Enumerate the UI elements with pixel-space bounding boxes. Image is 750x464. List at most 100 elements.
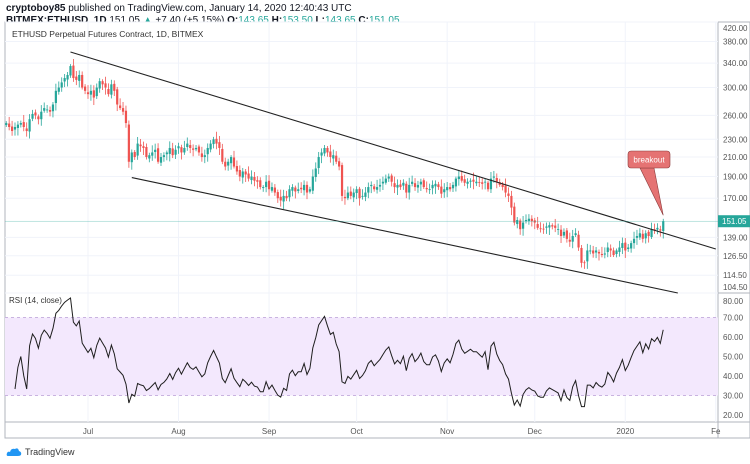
candle-body (419, 181, 422, 185)
low-value: 143.65 (325, 15, 356, 26)
candle-body (597, 251, 601, 254)
candle-body (206, 147, 209, 155)
candle-body (48, 110, 52, 112)
candle-body (375, 187, 379, 190)
candle-body (478, 182, 481, 184)
y-tick-label: 139.00 (723, 233, 748, 242)
candle-body (527, 218, 531, 221)
candle-body (507, 193, 510, 196)
candle-body (326, 147, 329, 153)
candle-body (446, 187, 449, 191)
candle-body (151, 152, 154, 156)
candle-body (580, 247, 583, 263)
candle-body (431, 184, 434, 189)
candle-body (308, 189, 312, 192)
candle-body (40, 111, 43, 120)
y-tick-label: 126.50 (723, 252, 748, 261)
candle-body (156, 148, 160, 162)
candle-body (554, 225, 557, 228)
candle-body (364, 192, 367, 197)
candle-body (63, 78, 66, 82)
candle-body (197, 146, 201, 153)
candle-body (305, 184, 309, 193)
candle-body (440, 186, 443, 194)
candle-body (457, 176, 460, 180)
tradingview-logo[interactable]: TradingView (6, 446, 75, 457)
candle-body (454, 178, 458, 187)
candle-body (346, 192, 349, 199)
candle-body (335, 155, 338, 162)
candle-body (43, 108, 46, 111)
candle-body (469, 180, 472, 182)
close-value: 151.05 (368, 15, 400, 26)
candle-body (662, 221, 665, 232)
candle-body (83, 86, 87, 91)
candle-body (384, 178, 387, 183)
candle-body (387, 176, 390, 179)
candle-body (110, 84, 113, 95)
candle-body (621, 243, 624, 248)
candle-body (302, 184, 306, 191)
candle-body (16, 124, 20, 128)
candle-body (69, 66, 72, 76)
high-value: 153.50 (282, 15, 313, 26)
candle-body (542, 228, 545, 230)
candle-body (139, 144, 142, 147)
open-label: O: (227, 15, 239, 26)
candle-body (113, 83, 116, 91)
x-tick-label: 2020 (616, 427, 634, 436)
candle-body (373, 186, 376, 190)
candle-body (119, 105, 122, 109)
candle-body (519, 220, 522, 230)
candle-body (562, 231, 566, 236)
candle-body (551, 225, 554, 227)
candle-body (209, 143, 212, 150)
candle-body (189, 145, 192, 148)
candle-body (314, 168, 317, 178)
candle-body (98, 81, 101, 89)
candle-body (37, 116, 40, 120)
y-tick-label: 300.00 (723, 84, 748, 93)
candle-body (615, 250, 618, 255)
candle-body (659, 229, 662, 231)
candle-body (448, 187, 452, 190)
candle-body (107, 89, 110, 95)
candle-body (381, 181, 385, 184)
candle-body (247, 173, 250, 179)
rsi-tick-label: 70.00 (723, 314, 744, 323)
candle-body (367, 187, 370, 193)
rsi-tick-label: 50.00 (723, 353, 744, 362)
chart-title: ETHUSD Perpetual Futures Contract, 1D, B… (12, 29, 204, 39)
x-tick-label: Jul (83, 427, 93, 436)
candle-body (22, 122, 25, 128)
candle-body (136, 143, 139, 156)
y-tick-label: 210.00 (723, 153, 748, 162)
candle-body (600, 253, 604, 256)
candle-body (224, 161, 227, 167)
candle-body (262, 187, 265, 189)
candle-body (154, 149, 157, 152)
candle-body (28, 119, 31, 132)
rsi-tick-label: 60.00 (723, 333, 744, 342)
brand-name: TradingView (25, 446, 75, 457)
candle-body (130, 152, 133, 163)
candle-body (475, 181, 478, 184)
rsi-tick-label: 80.00 (723, 297, 744, 306)
candle-body (618, 247, 621, 252)
candle-body (411, 181, 414, 184)
author[interactable]: cryptoboy85 (6, 3, 66, 14)
candle-body (212, 139, 215, 145)
candle-body (437, 184, 440, 188)
candle-body (548, 225, 551, 228)
y-tick-label: 340.00 (723, 59, 748, 68)
candle-body (472, 179, 475, 182)
annotation-text: breakout (633, 156, 665, 165)
open-value: 143.65 (238, 15, 269, 26)
candle-body (513, 206, 516, 223)
symbol-info: BITMEX:ETHUSD, 1D 151.05 ▲ +7.40 (+5.15%… (6, 15, 400, 26)
candle-body (265, 181, 268, 188)
candle-body (443, 189, 446, 193)
candle-body (294, 187, 297, 192)
candle-body (332, 155, 335, 159)
